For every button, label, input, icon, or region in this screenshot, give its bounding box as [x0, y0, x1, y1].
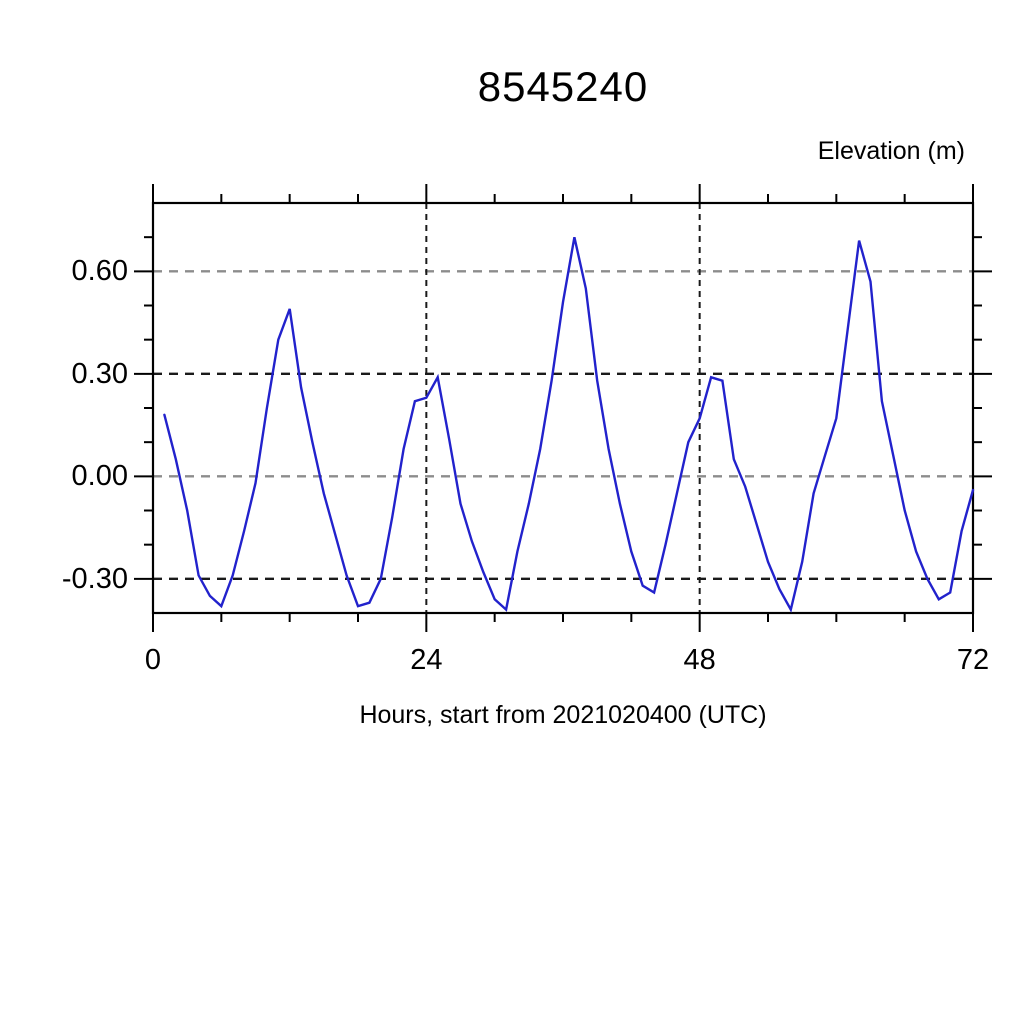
x-tick-label: 48: [683, 644, 716, 676]
y-axis-label: Elevation (m): [817, 137, 965, 165]
chart-title: 8545240: [477, 63, 649, 110]
elevation-line: [163, 236, 975, 613]
plot-frame: [151, 201, 975, 615]
y-tick-label: 0.30: [71, 357, 128, 390]
x-tick-label: 72: [956, 644, 990, 676]
x-axis-label: Hours, start from 2021020400 (UTC): [359, 701, 767, 729]
x-tick-label: 24: [410, 644, 443, 676]
y-tick-label: 0.60: [71, 255, 128, 288]
x-tick-label: 0: [144, 644, 162, 676]
y-tick-label: -0.30: [61, 562, 128, 595]
y-tick-label: 0.00: [71, 460, 128, 493]
